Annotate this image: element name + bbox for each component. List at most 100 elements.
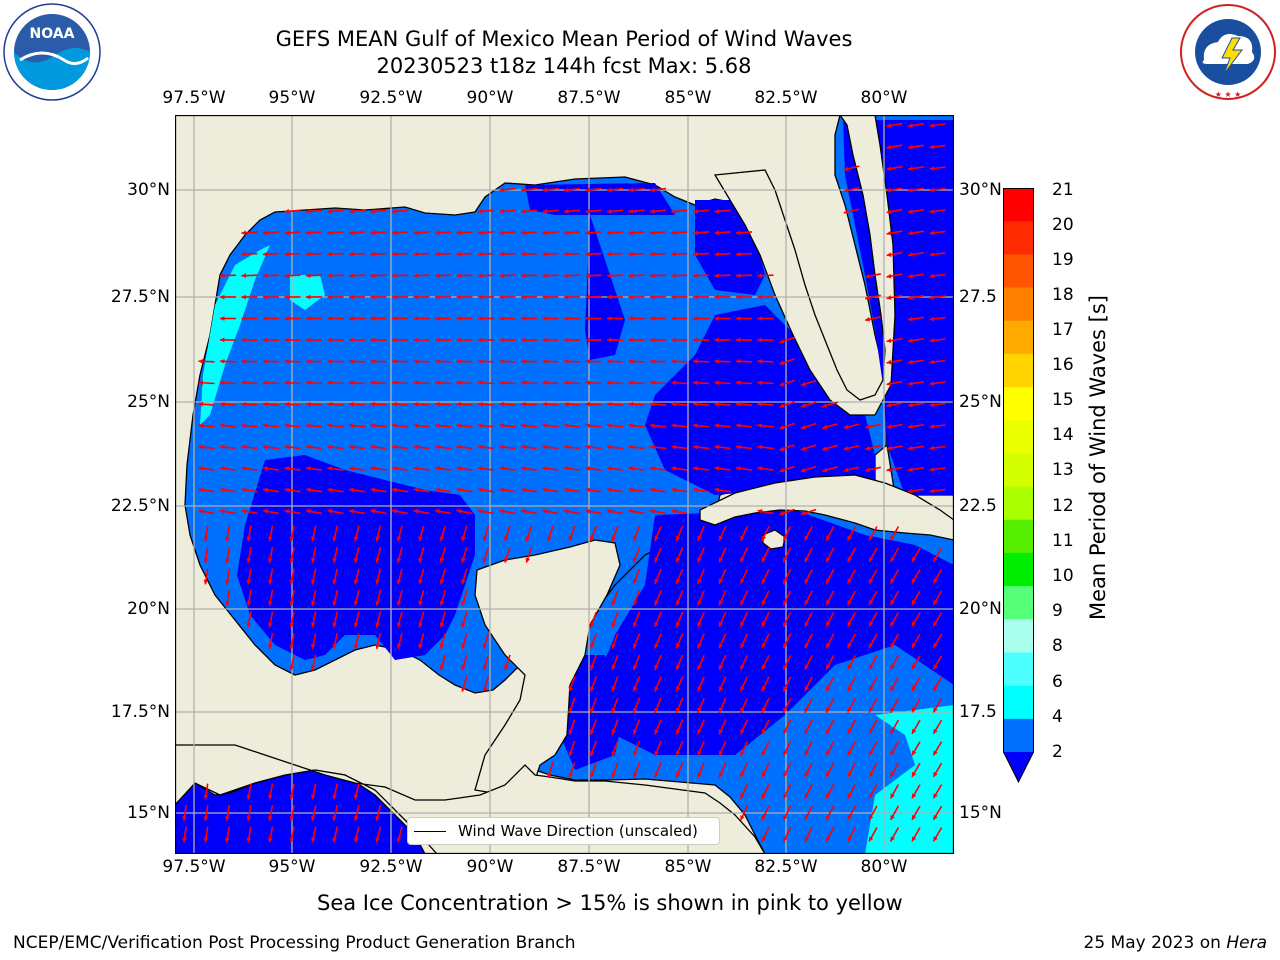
wind-arrow-head <box>912 621 917 627</box>
wind-arrow-head <box>478 466 483 471</box>
wind-arrow-head <box>736 380 741 386</box>
wind-arrow-head <box>439 622 445 628</box>
wind-arrow-head <box>804 557 809 563</box>
wind-arrow-head <box>886 467 892 472</box>
colorbar-tick: 8 <box>1052 636 1063 656</box>
wind-arrow-head <box>693 380 698 386</box>
wind-arrow-head <box>912 578 917 584</box>
wind-arrow-head <box>718 707 724 713</box>
wind-arrow-head <box>628 359 633 364</box>
wind-arrow-head <box>564 487 569 493</box>
wind-arrow-head <box>220 423 225 428</box>
wind-arrow-head <box>714 316 719 321</box>
wind-arrow-head <box>203 579 209 585</box>
wind-arrow-head <box>847 750 852 756</box>
wind-arrow-head <box>435 294 440 300</box>
colorbar-segment <box>1003 718 1034 753</box>
wind-arrow-head <box>499 380 504 386</box>
wind-arrow-head <box>628 230 634 236</box>
wind-arrow-head <box>628 294 633 300</box>
wind-arrow-head <box>370 316 375 321</box>
lon-tick: 97.5°W <box>162 88 226 108</box>
yucatan-land <box>474 539 621 796</box>
wind-arrow-head <box>590 622 595 627</box>
wind-arrow-head <box>306 509 311 514</box>
wind-arrow-head <box>478 509 483 514</box>
wind-arrow-head <box>542 230 548 236</box>
wind-arrow-head <box>263 251 268 257</box>
caribbean-low <box>595 510 954 755</box>
wind-arrow-head <box>632 729 638 735</box>
wind-arrow-head <box>826 750 831 756</box>
wind-arrow-head <box>697 664 702 670</box>
wind-arrow-head <box>349 509 354 514</box>
wind-arrow-head <box>718 557 724 563</box>
wind-arrow-head <box>568 686 573 692</box>
wind-arrow-head <box>289 816 295 821</box>
colorbar-segment <box>1003 353 1034 388</box>
wind-arrow-head <box>310 837 316 843</box>
wind-arrow-head <box>869 535 874 541</box>
wind-arrow-head <box>675 750 681 756</box>
wind-arrow-head <box>779 446 785 451</box>
wind-arrow-head <box>568 751 573 756</box>
wind-arrow-head <box>611 600 616 606</box>
wind-arrow-head <box>521 273 526 278</box>
wind-arrow-head <box>847 664 852 670</box>
wind-arrow-head <box>800 510 806 516</box>
wind-arrow-head <box>804 772 809 778</box>
wind-arrow-head <box>869 707 874 713</box>
wind-arrow-head <box>375 557 380 563</box>
wind-arrow-head <box>542 294 547 300</box>
wind-arrow-head <box>478 359 483 364</box>
wind-arrow-head <box>847 729 852 734</box>
wind-arrow-head <box>779 338 785 344</box>
wind-arrow-head <box>284 401 290 407</box>
wind-arrow-head <box>375 837 380 843</box>
lat-tick: 27.5°N <box>110 287 170 307</box>
wind-arrow-head <box>439 557 445 563</box>
wind-arrow-head <box>611 536 616 541</box>
wind-arrow-head <box>225 601 230 606</box>
wind-arrow-head <box>718 729 724 735</box>
wind-arrow-head <box>306 208 311 214</box>
wind-arrow-head <box>289 558 295 563</box>
wind-arrow-head <box>327 487 333 493</box>
wind-arrow-head <box>607 251 612 257</box>
wind-arrow-head <box>413 359 418 364</box>
wind-arrow-head <box>327 251 332 257</box>
colorbar-outline <box>1003 188 1034 783</box>
wind-arrow-head <box>869 557 874 562</box>
wind-arrow-head <box>908 402 913 408</box>
wind-arrow-head <box>783 729 788 735</box>
wind-arrow-head <box>327 230 333 236</box>
wind-arrow-head <box>697 707 702 713</box>
wind-arrow-head <box>740 664 745 670</box>
wind-arrow-head <box>349 444 354 450</box>
lat-tick: 17.5 <box>959 702 997 722</box>
wind-arrow-head <box>568 772 573 778</box>
wind-arrow-head <box>542 316 547 321</box>
wind-arrow-head <box>439 536 445 542</box>
wind-arrow-head <box>263 273 268 278</box>
wind-arrow-head <box>908 316 913 322</box>
lat-tick: 27.5 <box>959 287 997 307</box>
wind-arrow-head <box>800 403 806 408</box>
wind-arrow-head <box>714 337 719 343</box>
wind-arrow-head <box>327 509 333 514</box>
wind-arrow-head <box>779 424 785 430</box>
wind-arrow-head <box>435 230 440 236</box>
wind-arrow-head <box>332 601 337 606</box>
wind-arrow-head <box>542 359 547 364</box>
wind-arrow-head <box>499 359 504 364</box>
footer-machine: Hera <box>1226 933 1267 953</box>
wind-arrow-head <box>929 359 935 365</box>
wind-arrow-head <box>912 771 917 777</box>
wind-arrow-head <box>912 556 917 562</box>
wind-arrow-head <box>418 643 423 649</box>
colorbar-segment <box>1003 552 1034 587</box>
wind-arrow-head <box>890 600 895 605</box>
wind-arrow-head <box>650 487 655 493</box>
wind-arrow-head <box>718 621 724 627</box>
wind-arrow-head <box>392 208 397 214</box>
